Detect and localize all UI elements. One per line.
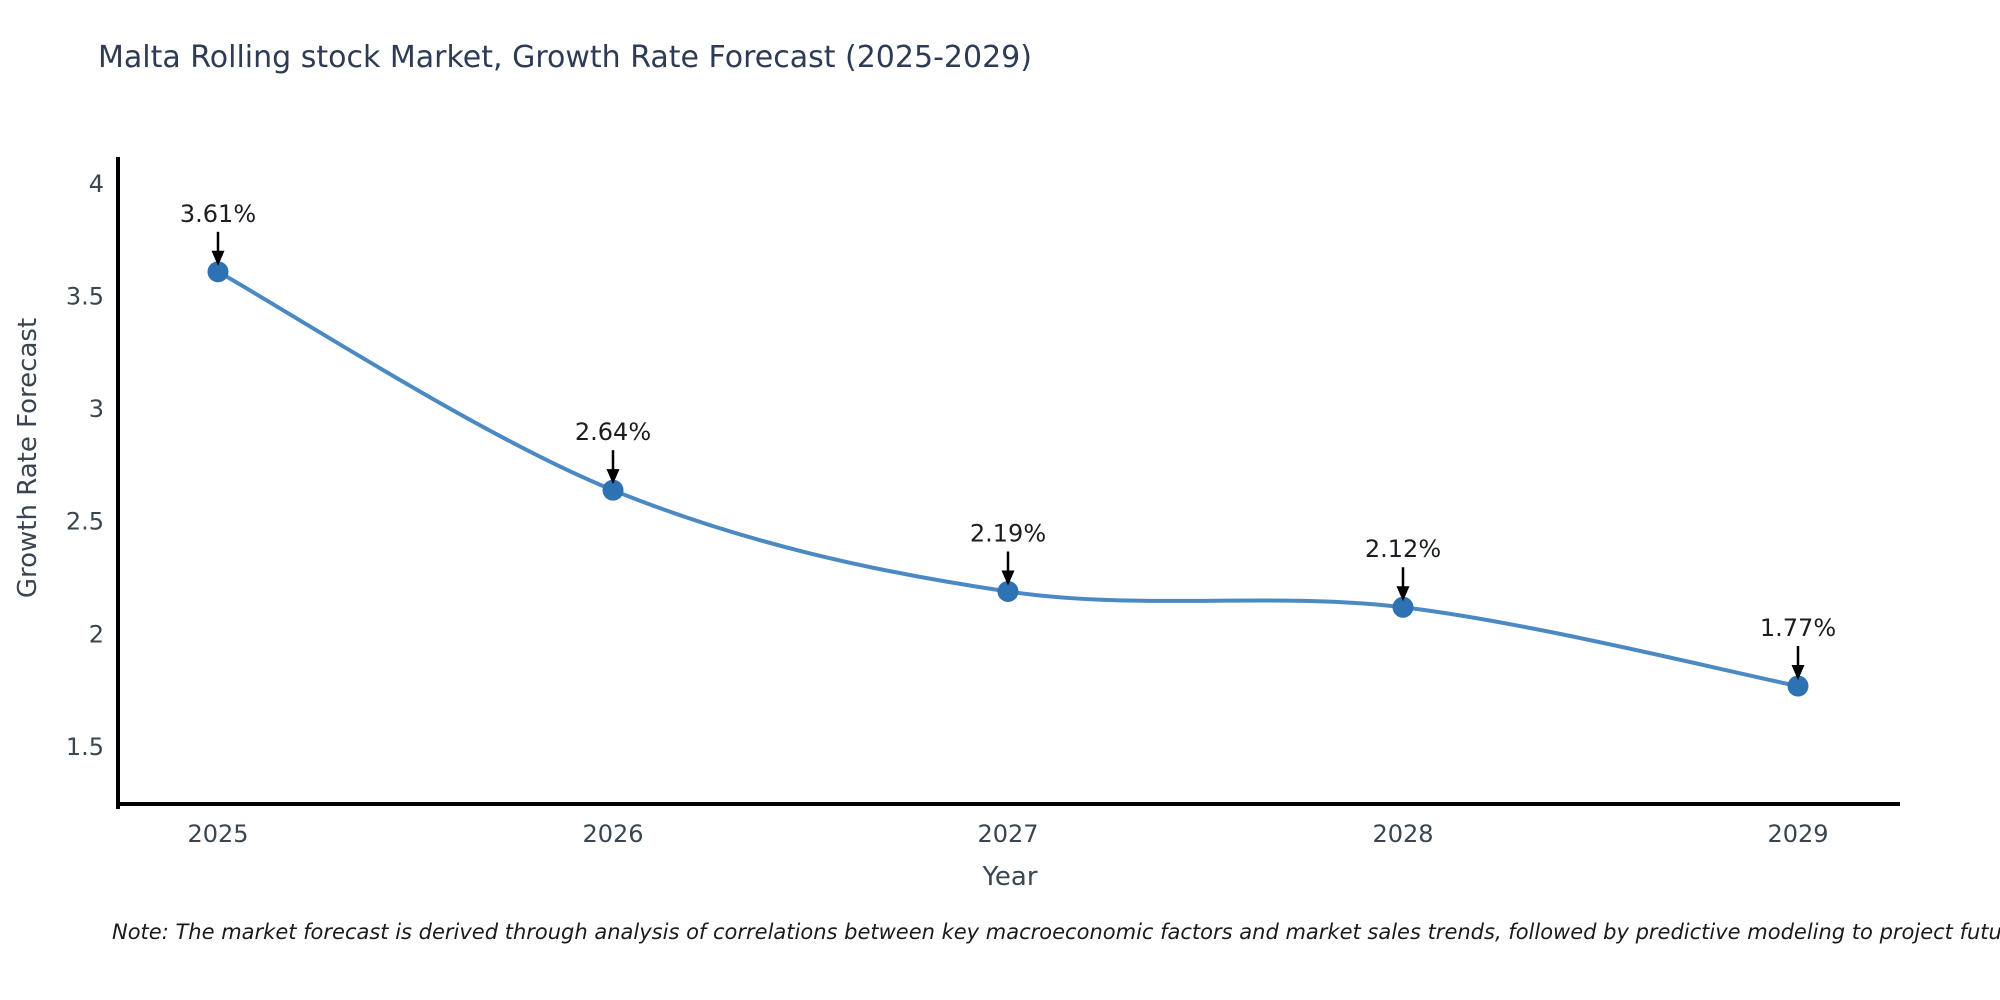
annotation-arrow-head	[1791, 665, 1805, 681]
footnote: Note: The market forecast is derived thr…	[112, 920, 2000, 944]
y-tick-label: 3	[89, 395, 104, 423]
annotation-arrow-head	[1396, 586, 1410, 602]
data-point-marker	[207, 261, 229, 283]
x-tick-label: 2025	[187, 820, 248, 848]
annotation-label: 3.61%	[180, 200, 256, 228]
annotation-label: 1.77%	[1760, 614, 1836, 642]
y-tick-label: 2	[89, 620, 104, 648]
annotation-arrow-head	[606, 469, 620, 485]
data-point-marker	[602, 479, 624, 501]
y-axis-title: Growth Rate Forecast	[13, 317, 43, 599]
y-tick-label: 4	[89, 170, 104, 198]
annotation-label: 2.64%	[575, 418, 651, 446]
x-tick-label: 2027	[977, 820, 1038, 848]
annotation-label: 2.19%	[970, 519, 1046, 547]
data-point-marker	[1392, 596, 1414, 618]
annotation-label: 2.12%	[1365, 535, 1441, 563]
chart-title: Malta Rolling stock Market, Growth Rate …	[98, 40, 1032, 75]
y-tick-label: 2.5	[66, 508, 104, 536]
annotation-arrow-head	[1001, 570, 1015, 586]
x-tick-label: 2028	[1372, 820, 1433, 848]
y-tick-label: 1.5	[66, 733, 104, 761]
x-axis-title: Year	[982, 862, 1038, 892]
x-tick-label: 2026	[582, 820, 643, 848]
data-point-marker	[1787, 675, 1809, 697]
x-tick-label: 2029	[1767, 820, 1828, 848]
data-point-marker	[997, 580, 1019, 602]
annotation-arrow-head	[211, 250, 225, 266]
series-line	[216, 269, 1800, 689]
y-tick-label: 3.5	[66, 283, 104, 311]
